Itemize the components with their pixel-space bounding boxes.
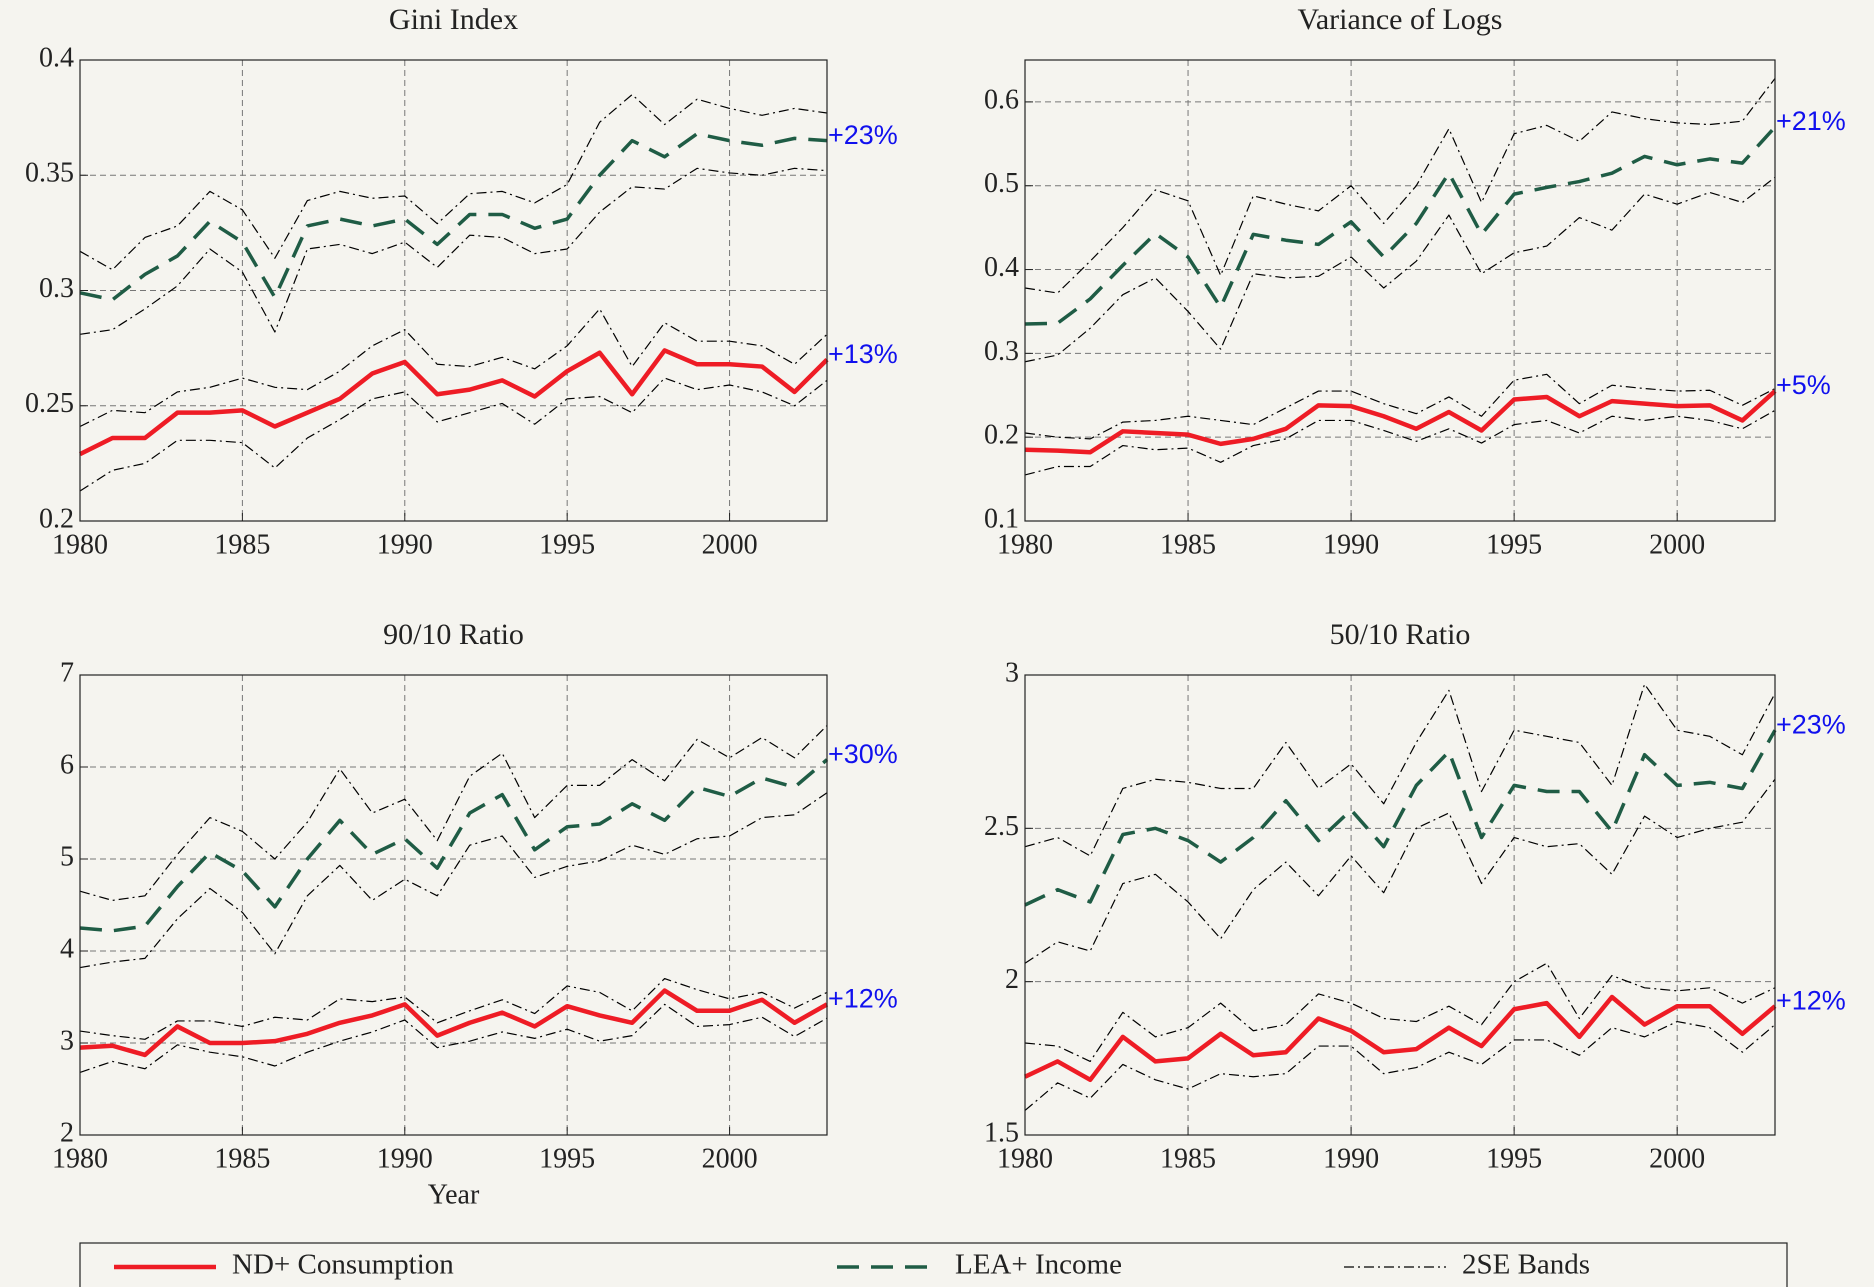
y-tick-label: 0.4 <box>984 252 1019 283</box>
series-line <box>1024 78 1776 294</box>
x-tick-label: 2000 <box>1649 529 1705 560</box>
series-line <box>79 978 828 1040</box>
y-tick-label: 0.6 <box>984 84 1019 115</box>
series-line <box>79 988 829 1058</box>
y-tick-label: 0.1 <box>984 503 1019 534</box>
x-tick-label: 1980 <box>52 1143 108 1174</box>
plot-frame <box>1024 59 1776 522</box>
y-tick-label: 2 <box>1005 964 1019 995</box>
y-tick-label: 2.5 <box>984 811 1019 842</box>
end-label: +23% <box>828 120 898 150</box>
series-line <box>79 308 828 428</box>
x-axis-label: Year <box>428 1179 480 1210</box>
y-tick-label: 0.2 <box>984 420 1019 451</box>
plot-area <box>80 675 827 1135</box>
x-tick-label: 1995 <box>539 1143 595 1174</box>
series-line <box>78 348 829 457</box>
y-tick-label: 0.5 <box>984 168 1019 199</box>
plot-area <box>1025 60 1775 521</box>
y-tick-label: 0.3 <box>984 336 1019 367</box>
y-tick-label: 0.4 <box>39 42 74 73</box>
chart-title: 50/10 Ratio <box>1330 618 1471 651</box>
chart-title: Gini Index <box>389 3 518 36</box>
series-line <box>1024 962 1776 1062</box>
end-label: +5% <box>1776 370 1831 400</box>
series-line <box>1024 729 1777 907</box>
end-label: +21% <box>1776 106 1846 136</box>
x-tick-label: 1985 <box>214 1143 270 1174</box>
series-line <box>1024 176 1776 363</box>
x-tick-label: 1980 <box>52 529 108 560</box>
series-line <box>1024 994 1777 1083</box>
y-tick-label: 0.2 <box>39 503 74 534</box>
plot-frame <box>79 674 828 1136</box>
series-line <box>79 1003 828 1074</box>
x-tick-label: 1980 <box>997 1143 1053 1174</box>
x-tick-label: 2000 <box>702 529 758 560</box>
x-tick-label: 1995 <box>1486 529 1542 560</box>
x-tick-label: 1995 <box>539 529 595 560</box>
chart-title: Variance of Logs <box>1298 3 1503 36</box>
y-tick-label: 2 <box>60 1117 74 1148</box>
plot-frame <box>79 59 828 522</box>
series-line <box>79 167 828 335</box>
x-tick-label: 1990 <box>377 529 433 560</box>
plot-frame <box>1024 674 1776 1136</box>
legend-label: ND+ Consumption <box>232 1249 454 1281</box>
series-line <box>1024 1020 1776 1111</box>
x-tick-label: 1985 <box>1160 529 1216 560</box>
series-line <box>1024 683 1776 857</box>
plot-area <box>1025 675 1775 1135</box>
series-line <box>79 93 828 271</box>
chart-title: 90/10 Ratio <box>383 618 524 651</box>
series-line <box>79 758 829 933</box>
end-label: +13% <box>828 339 898 369</box>
x-tick-label: 1990 <box>377 1143 433 1174</box>
end-label: +23% <box>1776 709 1846 739</box>
y-tick-label: 3 <box>1005 657 1019 688</box>
x-tick-label: 1985 <box>214 529 270 560</box>
y-tick-label: 1.5 <box>984 1117 1019 1148</box>
x-tick-label: 1990 <box>1323 529 1379 560</box>
y-tick-label: 0.25 <box>25 388 74 419</box>
series-line <box>1024 389 1777 455</box>
legend-label: LEA+ Income <box>955 1249 1122 1281</box>
series-line <box>79 725 828 901</box>
y-tick-label: 0.35 <box>25 158 74 189</box>
y-tick-label: 3 <box>60 1025 74 1056</box>
series-line <box>1024 125 1777 326</box>
series-line <box>1024 409 1776 476</box>
legend-box <box>79 1242 1788 1287</box>
y-tick-label: 4 <box>60 933 74 964</box>
x-tick-label: 2000 <box>1649 1143 1705 1174</box>
x-tick-label: 1980 <box>997 529 1053 560</box>
x-tick-label: 1995 <box>1486 1143 1542 1174</box>
x-tick-label: 1990 <box>1323 1143 1379 1174</box>
y-tick-label: 6 <box>60 749 74 780</box>
x-tick-label: 2000 <box>702 1143 758 1174</box>
series-line <box>79 132 828 302</box>
y-tick-label: 7 <box>60 657 74 688</box>
end-label: +12% <box>1776 985 1846 1015</box>
legend-label: 2SE Bands <box>1462 1249 1590 1281</box>
end-label: +30% <box>828 739 898 769</box>
end-label: +12% <box>828 983 898 1013</box>
series-line <box>1024 373 1776 440</box>
y-tick-label: 0.3 <box>39 273 74 304</box>
y-tick-label: 5 <box>60 841 74 872</box>
series-line <box>1024 778 1776 964</box>
x-tick-label: 1985 <box>1160 1143 1216 1174</box>
